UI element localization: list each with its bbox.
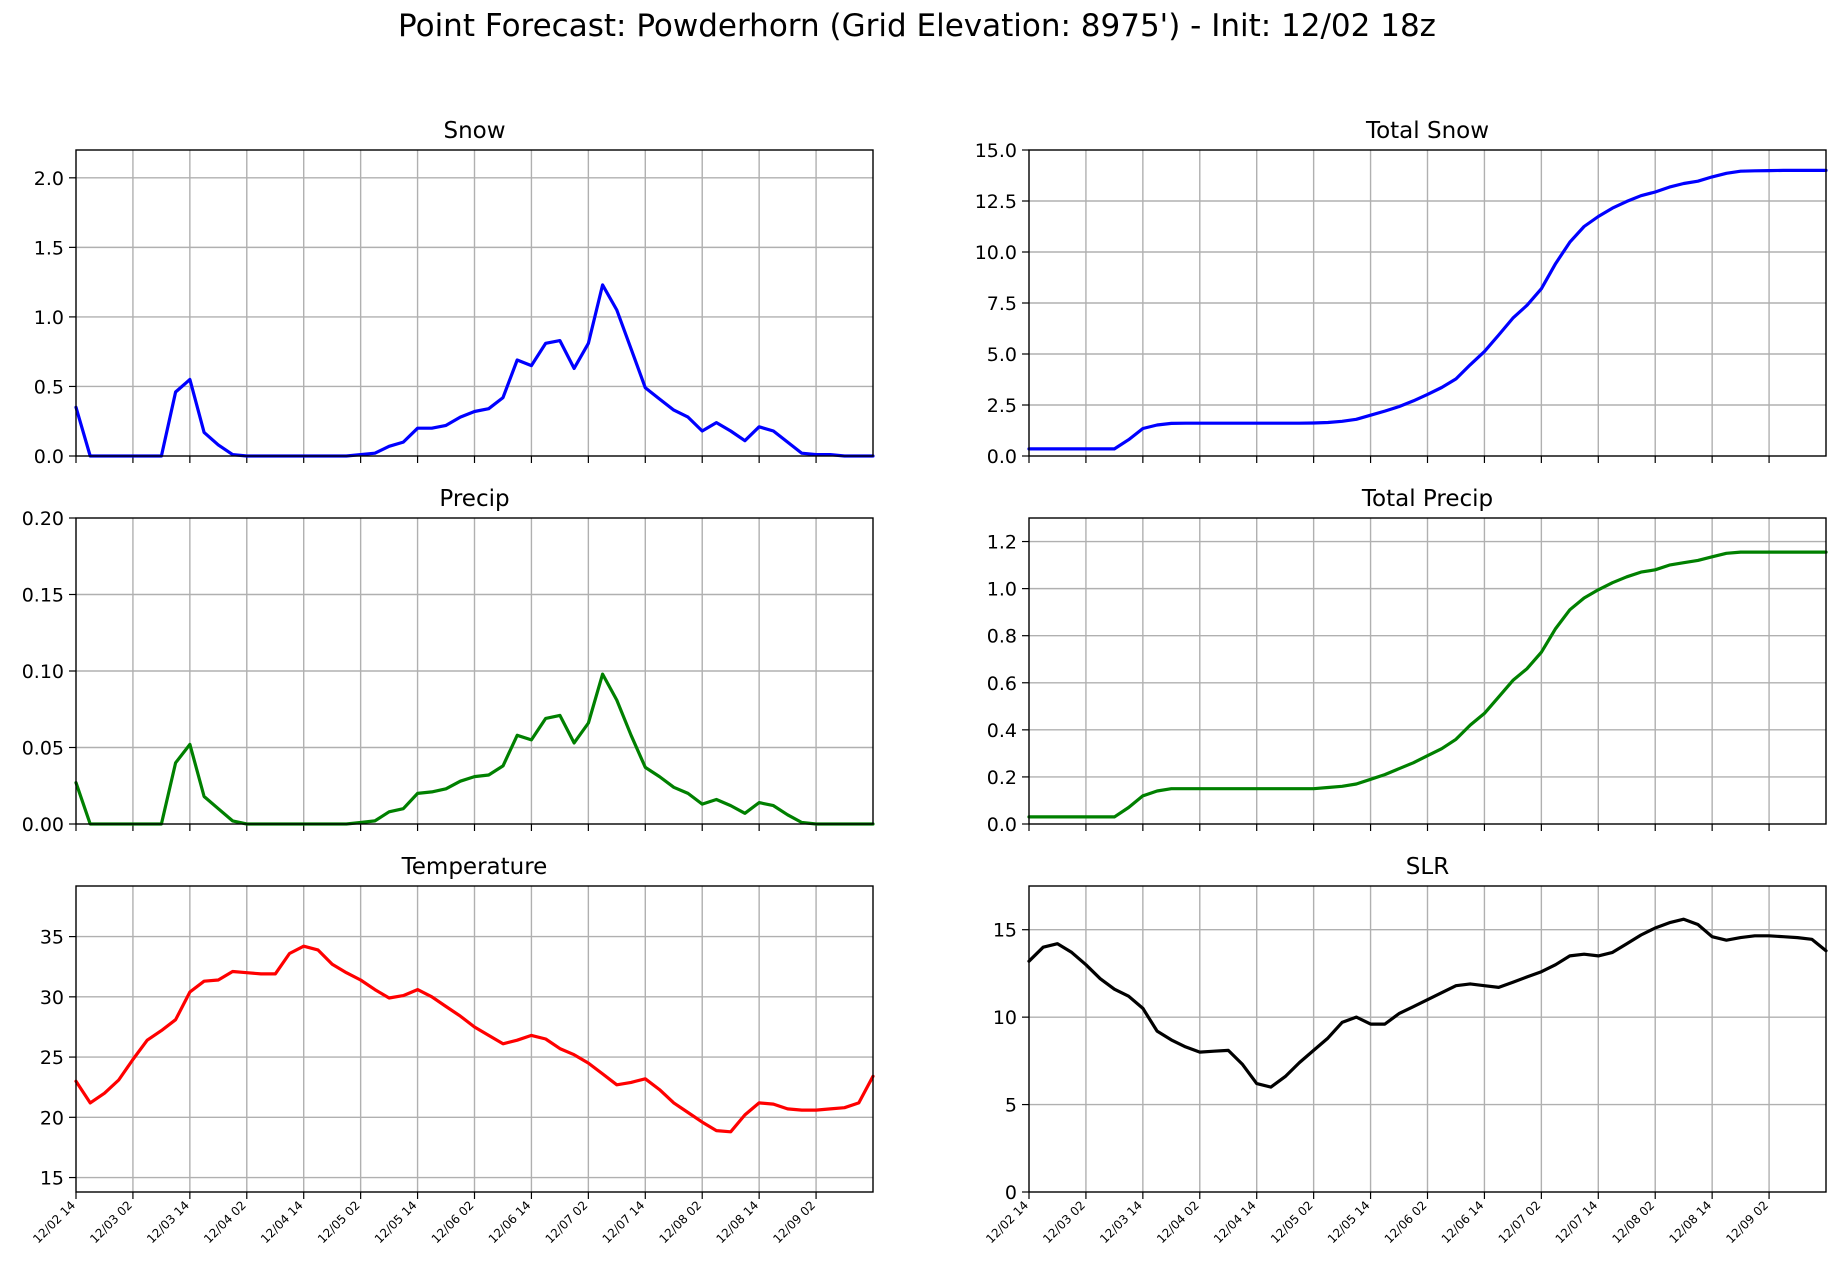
y-tick-label: 0.05 [22, 738, 64, 760]
y-tick-label: 1.2 [987, 532, 1017, 554]
axes-frame [75, 149, 874, 457]
y-tick-label: 15.0 [975, 140, 1017, 162]
x-tick-label: 12/09 02 [770, 1198, 818, 1246]
x-tick-label: 12/04 14 [1211, 1198, 1259, 1246]
x-tick-label: 12/08 02 [656, 1198, 704, 1246]
x-tick-label: 12/07 14 [1553, 1198, 1601, 1246]
x-tick-label: 12/08 14 [1666, 1198, 1714, 1246]
y-tick-label: 0.00 [22, 814, 64, 836]
y-tick-label: 0.8 [987, 626, 1017, 648]
panel-precip: Precip 0.00 0.05 0.10 0.15 0.20 [22, 486, 875, 836]
axes-frame [75, 885, 874, 1193]
y-tick-label: 0.6 [987, 673, 1017, 695]
x-tick-label: 12/03 02 [1040, 1198, 1088, 1246]
x-tick-label: 12/04 14 [258, 1198, 306, 1246]
y-tick-label: 0.4 [987, 720, 1017, 742]
y-tick-label: 0.10 [22, 661, 64, 683]
x-tick-label: 12/05 14 [372, 1198, 420, 1246]
y-tick-label: 2.0 [34, 168, 64, 190]
x-tick-label: 12/03 14 [144, 1198, 192, 1246]
y-tick-label: 0.0 [987, 814, 1017, 836]
y-tick-label: 1.5 [34, 237, 64, 259]
y-tick-label: 1.0 [987, 579, 1017, 601]
x-tick-label: 12/06 02 [1382, 1198, 1430, 1246]
x-tick-label: 12/07 02 [1496, 1198, 1544, 1246]
y-tick-label: 30 [40, 987, 64, 1009]
x-tick-label: 12/04 02 [1154, 1198, 1202, 1246]
panel-slr: SLR 12/02 14 12/03 02 12/03 14 12/04 02 12/04… [983, 854, 1828, 1246]
x-tick-label: 12/08 02 [1609, 1198, 1657, 1246]
y-tick-label: 7.5 [987, 293, 1017, 315]
y-tick-label: 1.0 [34, 307, 64, 329]
axes-frame [1028, 885, 1827, 1193]
y-tick-label: 5 [1005, 1095, 1017, 1117]
x-tick-label: 12/07 14 [600, 1198, 648, 1246]
figure-title: Point Forecast: Powderhorn (Grid Elevati… [398, 8, 1436, 44]
series-line-total-snow [1027, 168, 1828, 451]
axes-frame [75, 517, 874, 825]
panel-title: Total Snow [1365, 118, 1489, 144]
panel-title: SLR [1406, 854, 1449, 880]
series-line-snow [74, 283, 875, 458]
y-tick-label: 15 [993, 920, 1017, 942]
x-tick-label: 12/05 02 [1268, 1198, 1316, 1246]
y-tick-label: 25 [40, 1047, 64, 1069]
axes-frame [1028, 149, 1827, 457]
y-tick-label: 0 [1005, 1182, 1017, 1204]
y-tick-label: 0.0 [987, 446, 1017, 468]
y-tick-label: 12.5 [975, 191, 1017, 213]
y-tick-label: 5.0 [987, 344, 1017, 366]
x-tick-label: 12/02 14 [983, 1198, 1031, 1246]
x-tick-label: 12/06 14 [486, 1198, 534, 1246]
x-tick-label: 12/04 02 [201, 1198, 249, 1246]
x-tick-label: 12/05 02 [315, 1198, 363, 1246]
x-tick-label: 12/02 14 [30, 1198, 78, 1246]
panel-title: Temperature [401, 854, 548, 880]
y-tick-label: 20 [40, 1107, 64, 1129]
x-tick-label: 12/09 02 [1723, 1198, 1771, 1246]
x-tick-label: 12/03 14 [1097, 1198, 1145, 1246]
series-line-temperature [74, 944, 875, 1134]
panel-title: Total Precip [1361, 486, 1493, 512]
x-tick-label: 12/07 02 [543, 1198, 591, 1246]
y-tick-label: 0.5 [34, 376, 64, 398]
x-tick-label: 12/03 02 [87, 1198, 135, 1246]
y-tick-label: 15 [40, 1168, 64, 1190]
series-line-total-precip [1027, 550, 1828, 819]
panel-snow: Snow 0.0 0.5 1.0 1.5 2.0 [34, 118, 875, 468]
series-line-slr [1027, 917, 1828, 1089]
series-line-precip [74, 672, 875, 826]
panel-title: Precip [439, 486, 509, 512]
y-tick-label: 0.0 [34, 446, 64, 468]
x-tick-label: 12/06 02 [429, 1198, 477, 1246]
y-tick-label: 0.2 [987, 767, 1017, 789]
panel-total-snow: Total Snow 0.0 2.5 5.0 7.5 10.0 12.5 15.0 [975, 118, 1828, 468]
y-tick-label: 10.0 [975, 242, 1017, 264]
x-tick-label: 12/08 14 [713, 1198, 761, 1246]
x-tick-label: 12/06 14 [1439, 1198, 1487, 1246]
y-tick-label: 35 [40, 927, 64, 949]
panel-title: Snow [443, 118, 505, 144]
panel-total-precip: Total Precip 0.0 0.2 0.4 0.6 0.8 1.0 1.2 [987, 486, 1828, 836]
y-tick-label: 2.5 [987, 395, 1017, 417]
x-tick-label: 12/05 14 [1325, 1198, 1373, 1246]
axes-frame [1028, 517, 1827, 825]
y-tick-label: 0.15 [22, 585, 64, 607]
y-tick-label: 10 [993, 1007, 1017, 1029]
y-tick-label: 0.20 [22, 508, 64, 530]
